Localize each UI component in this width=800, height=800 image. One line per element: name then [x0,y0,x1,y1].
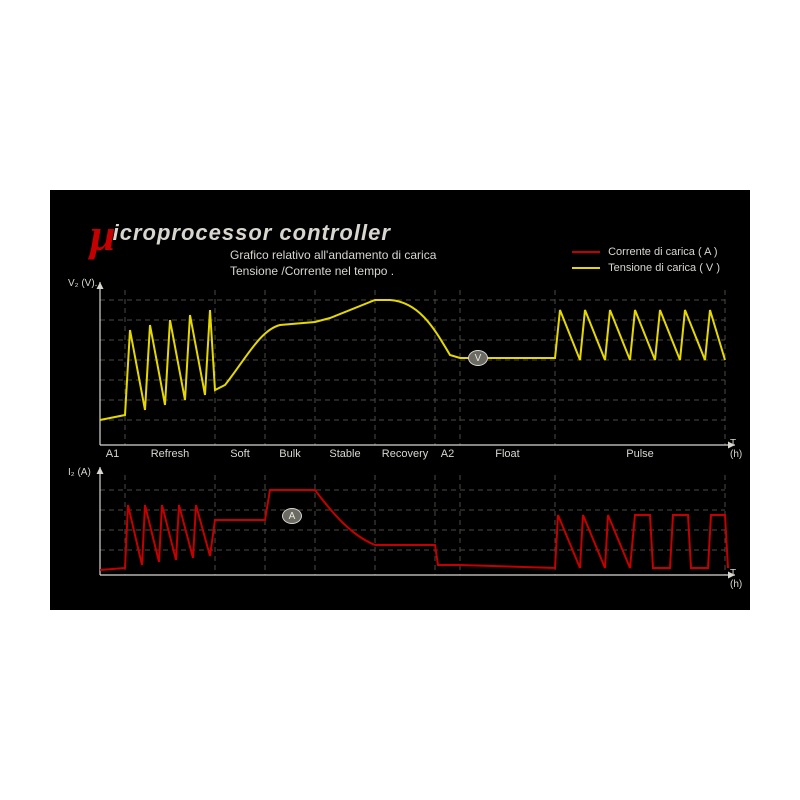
phase-label-recovery: Recovery [375,448,435,460]
voltage-badge: V [468,350,488,366]
chart-svg [50,190,750,610]
phase-label-float: Float [460,448,555,460]
phase-label-pulse: Pulse [555,448,725,460]
phase-label-a2: A2 [435,448,460,460]
phase-label-soft: Soft [215,448,265,460]
chart-panel: μicroprocessor controller Grafico relati… [50,190,750,610]
phase-label-a1: A1 [100,448,125,460]
phase-label-stable: Stable [315,448,375,460]
phase-label-bulk: Bulk [265,448,315,460]
current-badge: A [282,508,302,524]
phase-label-refresh: Refresh [125,448,215,460]
page-outer: μicroprocessor controller Grafico relati… [0,0,800,800]
